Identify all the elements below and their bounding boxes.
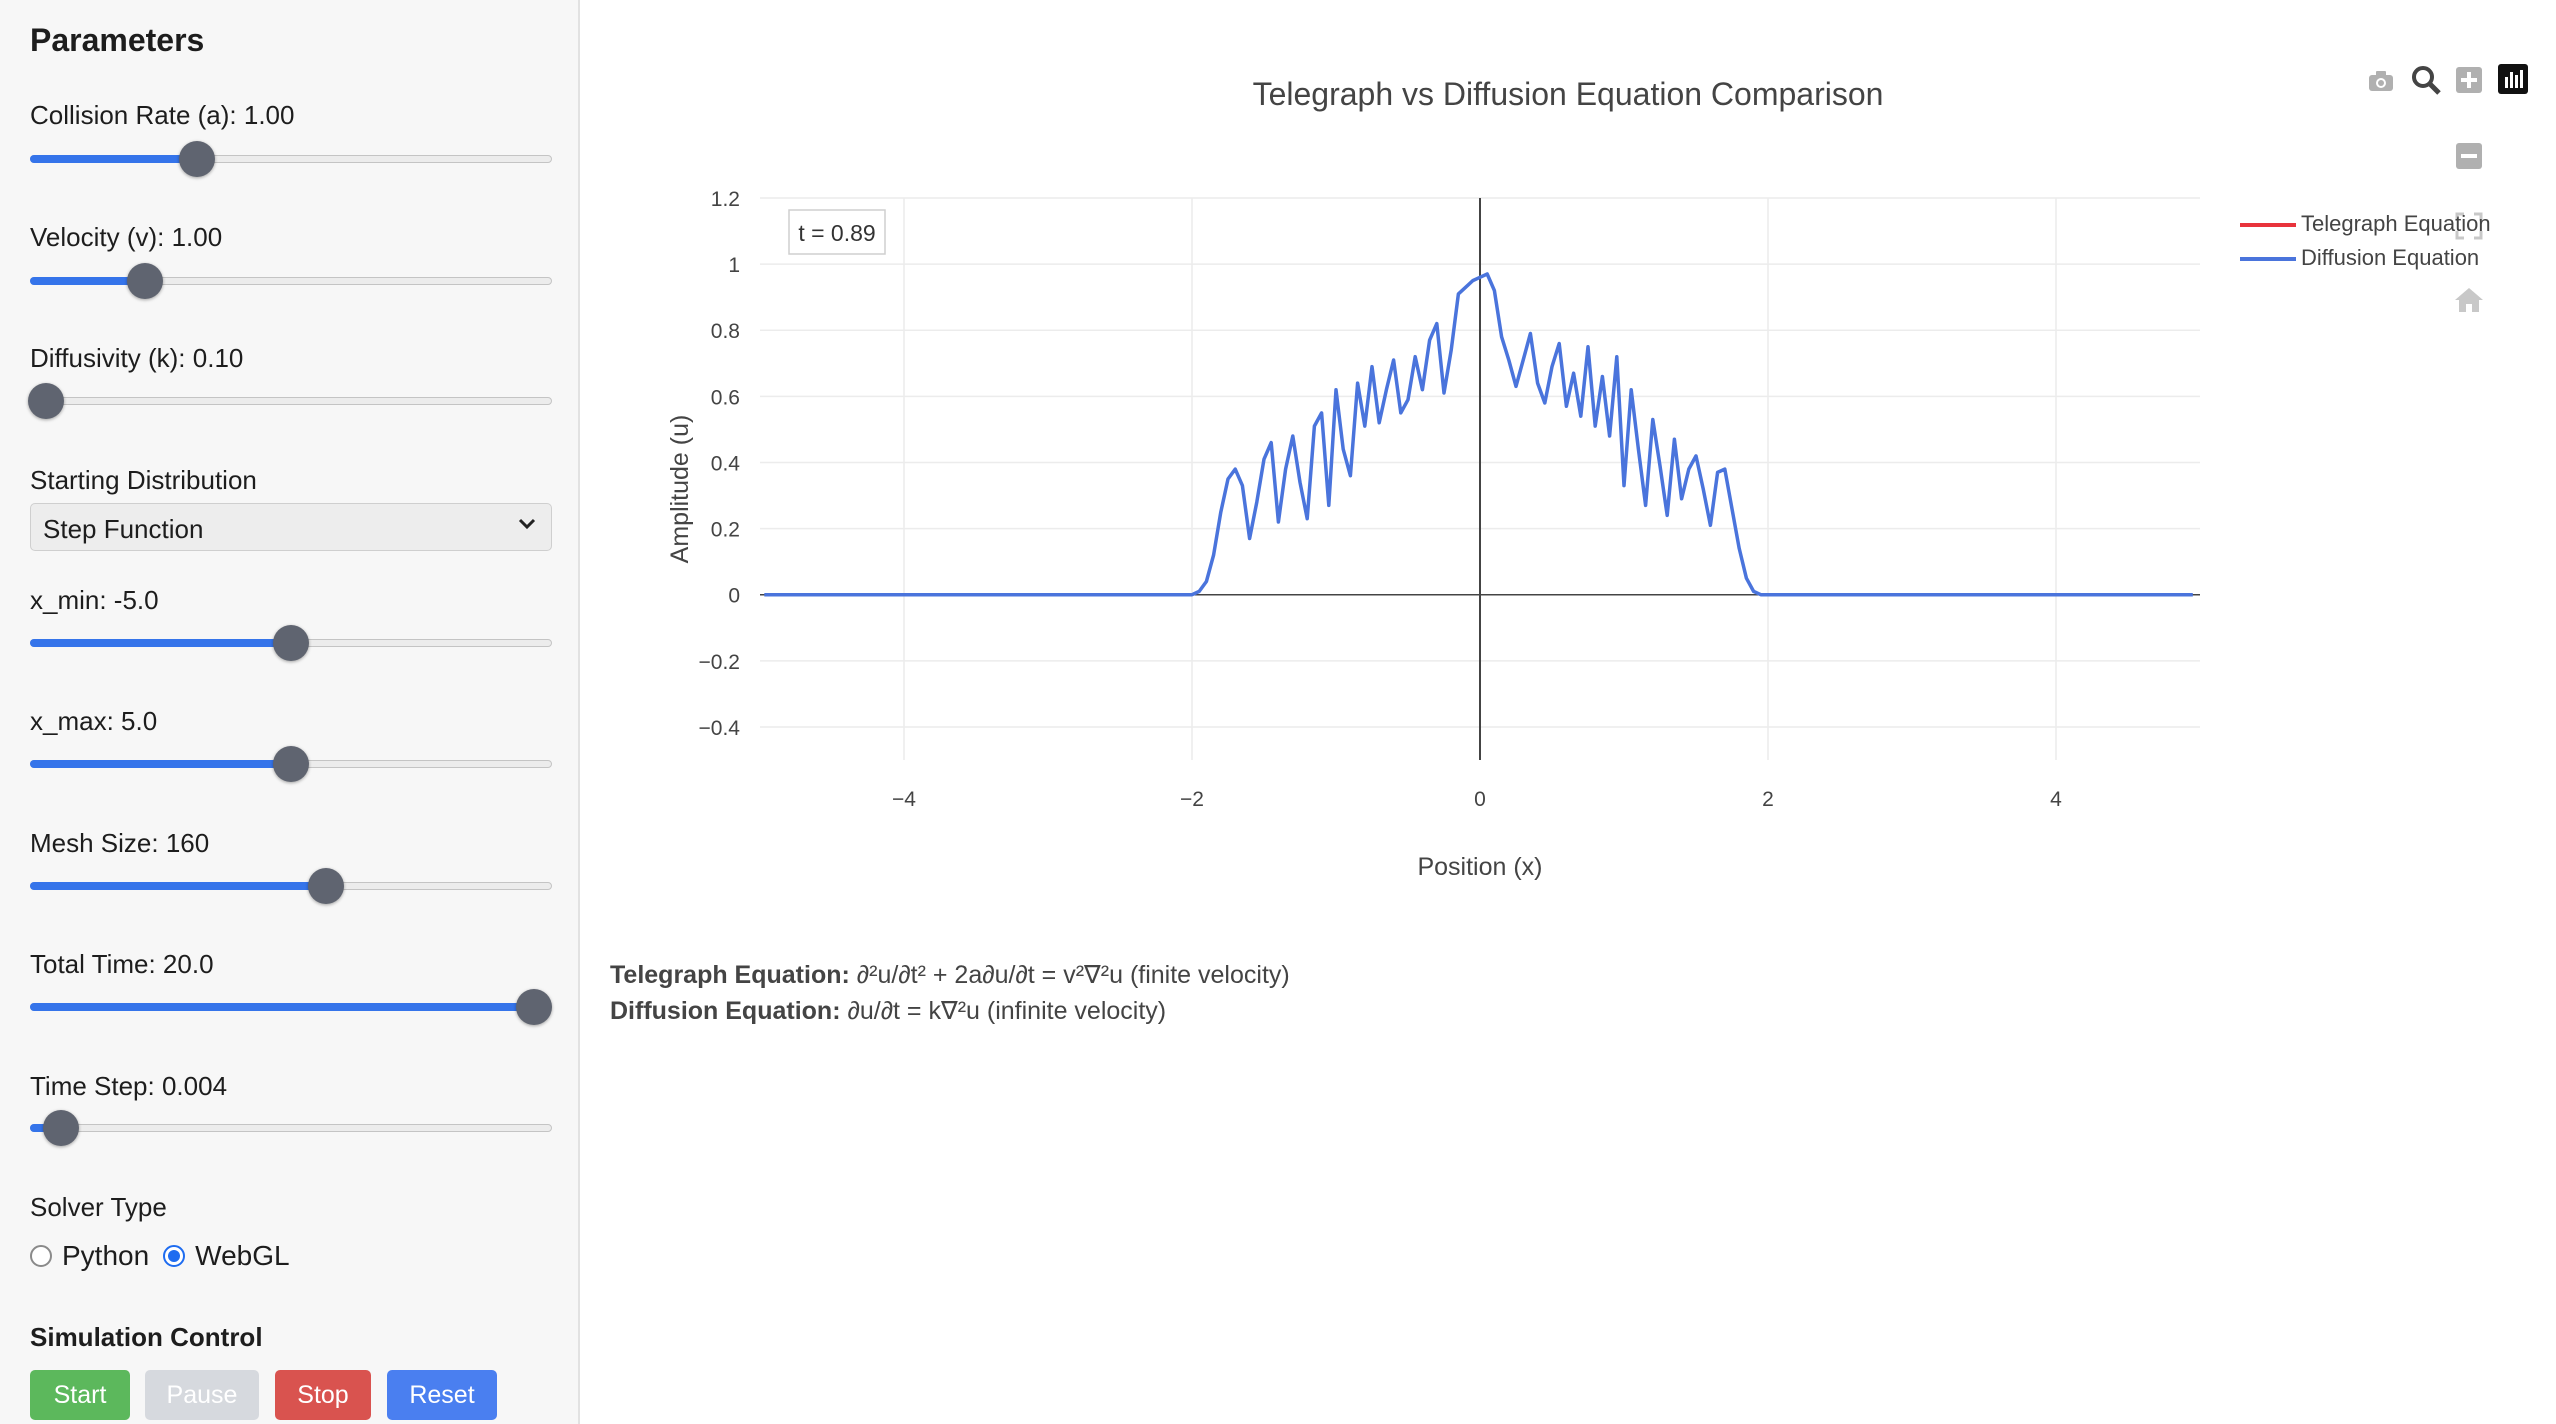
x-max-slider[interactable] <box>30 743 552 787</box>
slider-thumb[interactable] <box>27 383 64 419</box>
zoom-in-icon[interactable] <box>2455 66 2483 94</box>
slider-fill <box>30 760 291 768</box>
mesh-size-slider[interactable] <box>30 865 552 909</box>
slider-thumb[interactable] <box>515 989 552 1025</box>
y-tick-label: −0.4 <box>699 717 741 740</box>
diffusion-equation-label: Diffusion Equation: <box>610 997 841 1025</box>
y-tick-label: 0.6 <box>711 386 740 409</box>
slider-fill <box>30 1003 534 1011</box>
x-tick-label: 4 <box>2050 788 2062 811</box>
x-min-slider[interactable] <box>30 622 552 666</box>
y-tick-label: 0.4 <box>711 452 741 475</box>
slider-thumb[interactable] <box>273 746 309 782</box>
telegraph-equation-label: Telegraph Equation: <box>610 961 850 989</box>
total-time-label: Total Time: 20.0 <box>30 949 214 979</box>
solver-type-group: Python WebGL <box>30 1236 290 1276</box>
line-chart[interactable]: 1.2 1 0.8 0.6 0.4 0.2 0 −0.2 −0.4 −4 −2 0 2 4 Position… <box>580 0 2556 920</box>
stop-button[interactable]: Stop <box>275 1370 371 1420</box>
slider-fill <box>30 155 198 163</box>
mesh-size-label: Mesh Size: 160 <box>30 828 210 858</box>
telegraph-equation-formula: ∂²u/∂t² + 2a∂u/∂t = v²∇²u (finite veloci… <box>856 961 1290 989</box>
x-tick-label: −4 <box>892 788 916 811</box>
telegraph-equation-text: Telegraph Equation: ∂²u/∂t² + 2a∂u/∂t = … <box>610 960 1290 990</box>
legend-swatches <box>2240 223 2296 261</box>
plotly-logo-icon[interactable] <box>2498 64 2528 94</box>
slider-fill <box>30 882 326 890</box>
radio-webgl-label[interactable]: WebGL <box>195 1240 290 1271</box>
y-tick-label: 1 <box>728 254 740 277</box>
diffusivity-slider[interactable] <box>27 380 552 424</box>
slider-fill <box>30 277 145 285</box>
time-annotation: t = 0.89 <box>798 220 875 246</box>
slider-thumb[interactable] <box>179 141 216 177</box>
x-tick-label: 2 <box>1762 788 1774 811</box>
slider-thumb[interactable] <box>273 625 309 661</box>
x-tick-label: −2 <box>1180 788 1204 811</box>
parameters-panel: Parameters Collision Rate (a): 1.00 Velo… <box>0 0 580 1424</box>
legend-diffusion[interactable]: Diffusion Equation <box>2301 245 2480 270</box>
y-tick-label: 0.8 <box>711 320 740 343</box>
diffusion-equation-formula: ∂u/∂t = k∇²u (infinite velocity) <box>847 997 1167 1025</box>
x-max-label: x_max: 5.0 <box>30 706 158 736</box>
panel-title: Parameters <box>30 22 205 58</box>
collision-rate-label: Collision Rate (a): 1.00 <box>30 100 295 130</box>
time-step-slider[interactable] <box>30 1107 552 1151</box>
reset-button[interactable]: Reset <box>387 1370 497 1420</box>
x-tick-label: 0 <box>1474 788 1486 811</box>
y-tick-label: −0.2 <box>699 651 740 674</box>
radio-python-label[interactable]: Python <box>62 1240 150 1271</box>
radio-webgl[interactable] <box>163 1245 186 1267</box>
slider-thumb[interactable] <box>43 1110 80 1146</box>
starting-distribution-label: Starting Distribution <box>30 465 257 495</box>
home-icon[interactable] <box>2454 287 2484 313</box>
y-tick-label: 1.2 <box>711 188 740 211</box>
diffusion-equation-text: Diffusion Equation: ∂u/∂t = k∇²u (infini… <box>610 996 1166 1026</box>
solver-type-label: Solver Type <box>30 1192 167 1222</box>
chevron-down-icon <box>518 518 536 530</box>
radio-python[interactable] <box>30 1245 52 1267</box>
simulation-control-label: Simulation Control <box>30 1322 263 1352</box>
time-annotation-box <box>788 209 886 255</box>
slider-track[interactable] <box>30 1124 552 1132</box>
velocity-slider[interactable] <box>30 260 552 304</box>
camera-icon[interactable] <box>2366 66 2396 96</box>
zoom-out-icon[interactable] <box>2455 142 2483 170</box>
autoscale-icon[interactable] <box>2455 212 2483 240</box>
legend-telegraph[interactable]: Telegraph Equation <box>2301 211 2491 236</box>
y-tick-label: 0 <box>728 585 740 608</box>
x-axis-title: Position (x) <box>1417 853 1542 881</box>
x-min-label: x_min: -5.0 <box>30 585 159 615</box>
slider-thumb[interactable] <box>126 263 163 299</box>
y-tick-label: 0.2 <box>711 519 740 542</box>
starting-distribution-select[interactable]: Step Function <box>30 503 552 551</box>
select-value: Step Function <box>43 514 204 544</box>
slider-track[interactable] <box>30 397 552 405</box>
plot-area: Telegraph vs Diffusion Equation Comparis… <box>580 0 2556 1424</box>
slider-thumb[interactable] <box>307 868 344 904</box>
diffusivity-label: Diffusivity (k): 0.10 <box>30 343 244 373</box>
zoom-icon[interactable] <box>2410 64 2442 96</box>
diffusion-series-line[interactable] <box>764 272 2193 597</box>
velocity-label: Velocity (v): 1.00 <box>30 222 223 252</box>
pause-button[interactable]: Pause <box>145 1370 259 1420</box>
time-step-label: Time Step: 0.004 <box>30 1071 228 1101</box>
collision-rate-slider[interactable] <box>30 138 552 182</box>
start-button[interactable]: Start <box>30 1370 130 1420</box>
slider-fill <box>30 639 291 647</box>
chart-title: Telegraph vs Diffusion Equation Comparis… <box>1252 76 1884 112</box>
total-time-slider[interactable] <box>30 986 552 1030</box>
y-axis-title: Amplitude (u) <box>666 415 694 564</box>
